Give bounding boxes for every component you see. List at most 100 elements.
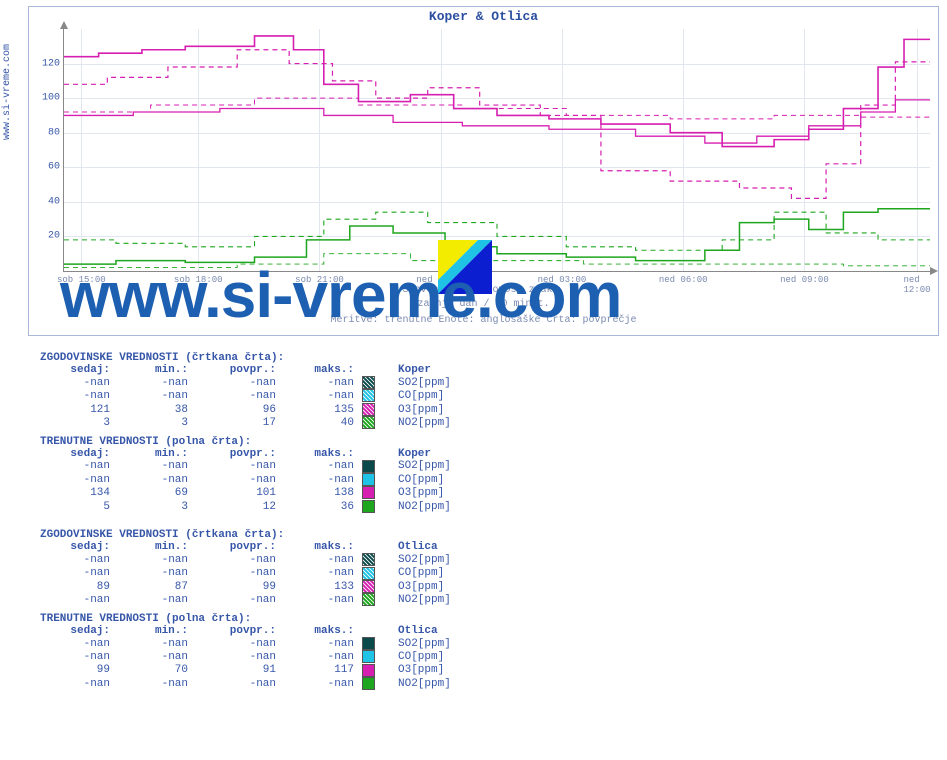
value-cell: -nan	[280, 637, 358, 650]
value-cell: -nan	[114, 637, 192, 650]
column-header	[358, 448, 394, 460]
value-cell: -nan	[36, 593, 114, 606]
section-title: ZGODOVINSKE VREDNOSTI (črtkana črta):	[36, 346, 522, 364]
parameter-label: CO[ppm]	[394, 389, 522, 402]
parameter-label: SO2[ppm]	[394, 553, 522, 566]
value-cell: -nan	[192, 460, 280, 473]
value-cell: 133	[280, 580, 358, 593]
value-cell: -nan	[36, 389, 114, 402]
swatch-cell	[358, 553, 394, 566]
swatch-cell	[358, 593, 394, 606]
series-otlica_o3_current	[64, 100, 930, 143]
value-cell: -nan	[192, 567, 280, 580]
section-title: ZGODOVINSKE VREDNOSTI (črtkana črta):	[36, 523, 522, 541]
table-row: -nan-nan-nan-nanSO2[ppm]	[36, 637, 522, 650]
parameter-label: NO2[ppm]	[394, 500, 522, 513]
table-row: -nan-nan-nan-nanSO2[ppm]	[36, 376, 522, 389]
value-cell: -nan	[192, 389, 280, 402]
x-tick-label: ned 03:00	[538, 275, 587, 285]
column-header: povpr.:	[192, 625, 280, 637]
parameter-label: CO[ppm]	[394, 650, 522, 663]
table-row: 331740NO2[ppm]	[36, 416, 522, 429]
value-cell: -nan	[114, 376, 192, 389]
table-row: -nan-nan-nan-nanCO[ppm]	[36, 473, 522, 486]
y-tick-label: 120	[34, 58, 60, 69]
x-axis-arrow-icon	[930, 267, 938, 275]
x-tick-label: ned 09:00	[780, 275, 829, 285]
x-tick-label: sob 18:00	[174, 275, 223, 285]
column-header: sedaj:	[36, 541, 114, 553]
value-cell: 5	[36, 500, 114, 513]
parameter-label: SO2[ppm]	[394, 637, 522, 650]
x-tick-label: sob 21:00	[295, 275, 344, 285]
location-header: Koper	[394, 364, 522, 376]
legend-swatch-icon	[362, 473, 375, 486]
swatch-cell	[358, 460, 394, 473]
legend-swatch-icon	[362, 403, 375, 416]
value-cell: -nan	[280, 389, 358, 402]
y-tick-label: 20	[34, 231, 60, 242]
value-cell: 40	[280, 416, 358, 429]
column-header: maks.:	[280, 541, 358, 553]
value-cell: 89	[36, 580, 114, 593]
watermark-logo-icon	[438, 240, 492, 294]
column-header	[358, 364, 394, 376]
value-cell: 38	[114, 403, 192, 416]
series-koper_o3_current	[64, 36, 930, 147]
parameter-label: O3[ppm]	[394, 486, 522, 499]
value-cell: 138	[280, 486, 358, 499]
swatch-cell	[358, 664, 394, 677]
value-cell: -nan	[192, 553, 280, 566]
column-header: povpr.:	[192, 364, 280, 376]
table-row: 13469101138O3[ppm]	[36, 486, 522, 499]
data-tables: ZGODOVINSKE VREDNOSTI (črtkana črta):sed…	[36, 346, 927, 691]
value-cell: -nan	[36, 650, 114, 663]
legend-swatch-icon	[362, 460, 375, 473]
y-tick-label: 100	[34, 93, 60, 104]
value-cell: 3	[36, 416, 114, 429]
legend-swatch-icon	[362, 416, 375, 429]
column-header: sedaj:	[36, 364, 114, 376]
value-cell: -nan	[36, 637, 114, 650]
value-cell: -nan	[192, 473, 280, 486]
column-header: maks.:	[280, 364, 358, 376]
value-cell: -nan	[114, 553, 192, 566]
table-row: 1213896135O3[ppm]	[36, 403, 522, 416]
swatch-cell	[358, 403, 394, 416]
value-cell: -nan	[36, 460, 114, 473]
value-cell: -nan	[192, 593, 280, 606]
table-row: -nan-nan-nan-nanCO[ppm]	[36, 389, 522, 402]
parameter-label: NO2[ppm]	[394, 416, 522, 429]
y-tick-label: 40	[34, 196, 60, 207]
column-header: sedaj:	[36, 448, 114, 460]
legend-swatch-icon	[362, 677, 375, 690]
value-cell: -nan	[192, 376, 280, 389]
value-cell: -nan	[280, 460, 358, 473]
value-cell: -nan	[36, 376, 114, 389]
value-cell: 3	[114, 500, 192, 513]
value-cell: 12	[192, 500, 280, 513]
value-cell: -nan	[114, 593, 192, 606]
plot-area: 20406080100120sob 15:00sob 18:00sob 21:0…	[63, 29, 930, 272]
legend-swatch-icon	[362, 567, 375, 580]
value-cell: 101	[192, 486, 280, 499]
y-axis-arrow-icon	[60, 21, 68, 29]
table-row: -nan-nan-nan-nanCO[ppm]	[36, 650, 522, 663]
value-cell: -nan	[36, 677, 114, 690]
value-cell: -nan	[280, 593, 358, 606]
value-cell: -nan	[36, 567, 114, 580]
swatch-cell	[358, 486, 394, 499]
legend-swatch-icon	[362, 486, 375, 499]
value-cell: -nan	[114, 473, 192, 486]
table-row: -nan-nan-nan-nanNO2[ppm]	[36, 593, 522, 606]
subtitle-line-3: Meritve: trenutne Enote: anglosaške Črta…	[29, 315, 938, 326]
series-koper_o3_hist	[64, 50, 930, 199]
value-cell: -nan	[114, 460, 192, 473]
chart-title: Koper & Otlica	[29, 7, 938, 26]
table-row: -nan-nan-nan-nanCO[ppm]	[36, 567, 522, 580]
swatch-cell	[358, 677, 394, 690]
column-header: min.:	[114, 541, 192, 553]
x-tick-label: sob 15:00	[57, 275, 106, 285]
value-cell: 121	[36, 403, 114, 416]
swatch-cell	[358, 473, 394, 486]
